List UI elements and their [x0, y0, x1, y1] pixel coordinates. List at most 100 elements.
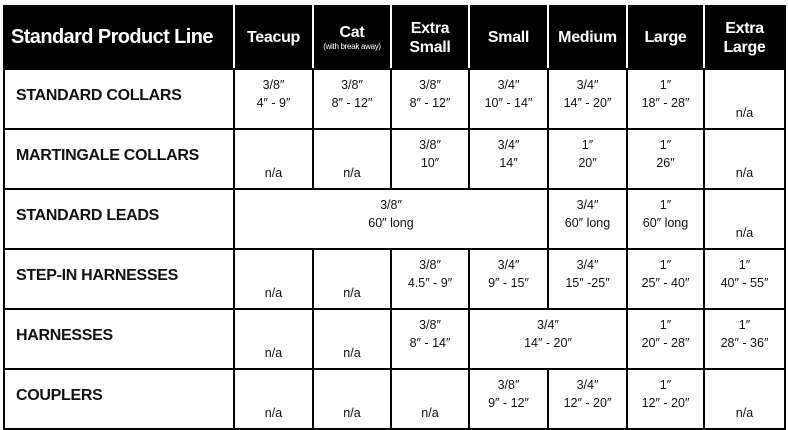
width-value: 3/4″	[537, 318, 559, 332]
width-value: 1″	[738, 258, 751, 272]
column-label: Small	[487, 29, 530, 46]
column-sublabel: (with break away)	[323, 42, 381, 51]
table-title: Standard Product Line	[3, 5, 235, 70]
na-cell: n/a	[312, 128, 392, 190]
na-cell: n/a	[312, 368, 392, 430]
column-label: Cat	[339, 24, 365, 41]
na-cell: n/a	[312, 308, 392, 370]
range-value: 26″	[656, 156, 675, 170]
range-value: 60″ long	[564, 216, 611, 230]
column-label: Teacup	[246, 29, 301, 46]
size-cell: 1″ 26″	[626, 128, 705, 190]
range-value: 8″ - 14″	[409, 336, 451, 350]
na-cell: n/a	[233, 128, 314, 190]
range-value: 28″ - 36″	[720, 336, 769, 350]
size-cell: 3/4″ 14″ - 20″	[468, 308, 628, 370]
range-value: 14″	[499, 156, 518, 170]
range-value: 14″ - 20″	[524, 336, 572, 350]
size-cell: 1″ 20″ - 28″	[626, 308, 705, 370]
width-value: 1″	[738, 318, 751, 332]
size-cell: 3/4″ 14″ - 20″	[547, 68, 628, 130]
width-value: 3/8″	[419, 318, 441, 332]
range-value: 20″	[578, 156, 597, 170]
na-cell: n/a	[312, 248, 392, 310]
width-value: 1″	[659, 198, 672, 212]
column-header: Small	[468, 5, 549, 70]
column-header: Cat (with break away)	[312, 5, 392, 70]
width-value: 1″	[659, 138, 672, 152]
size-cell: 3/4″ 9″ - 15″	[468, 248, 549, 310]
table-row: STANDARD LEADS 3/8″ 60″ long 3/4″ 60″ long 1″…	[3, 188, 786, 250]
range-value: 18″ - 28″	[641, 96, 690, 110]
range-value: 60″ long	[368, 216, 414, 230]
column-header: Extra Large	[703, 5, 786, 70]
size-cell: 1″ 28″ - 36″	[703, 308, 786, 370]
row-header: STEP-IN HARNESSES	[3, 248, 235, 310]
na-cell: n/a	[703, 68, 786, 130]
width-value: 3/4″	[576, 258, 599, 272]
size-cell: 3/8″ 8″ - 12″	[390, 68, 470, 130]
row-header: STANDARD LEADS	[3, 188, 235, 250]
size-cell: 3/8″ 9″ - 12″	[468, 368, 549, 430]
size-cell: 3/8″ 8″ - 12″	[312, 68, 392, 130]
na-cell: n/a	[233, 248, 314, 310]
size-cell: 1″ 25″ - 40″	[626, 248, 705, 310]
width-value: 1″	[581, 138, 594, 152]
width-value: 3/4″	[497, 258, 520, 272]
size-cell: 3/4″ 12″ - 20″	[547, 368, 628, 430]
header-row: Standard Product Line Teacup Cat (with bre…	[3, 5, 786, 70]
size-cell: 1″ 12″ - 20″	[626, 368, 705, 430]
width-value: 3/8″	[262, 78, 285, 92]
column-header: Large	[626, 5, 705, 70]
na-cell: n/a	[703, 188, 786, 250]
width-value: 1″	[659, 258, 672, 272]
column-label: Extra Large	[723, 19, 766, 56]
size-cell: 3/8″ 4″ - 9″	[233, 68, 314, 130]
range-value: 4.5″ - 9″	[407, 276, 453, 290]
width-value: 3/8″	[380, 198, 402, 212]
row-header: HARNESSES	[3, 308, 235, 370]
width-value: 1″	[659, 318, 672, 332]
table-row: STANDARD COLLARS 3/8″ 4″ - 9″ 3/8″ 8″ - 12″ 3…	[3, 68, 786, 130]
na-cell: n/a	[390, 368, 470, 430]
range-value: 8″ - 12″	[409, 96, 451, 110]
range-value: 12″ - 20″	[641, 396, 690, 410]
width-value: 1″	[659, 78, 672, 92]
row-header: COUPLERS	[3, 368, 235, 430]
range-value: 10″ - 14″	[484, 96, 533, 110]
range-value: 8″ - 12″	[331, 96, 373, 110]
range-value: 9″ - 12″	[488, 396, 529, 410]
width-value: 3/4″	[576, 378, 599, 392]
row-header: MARTINGALE COLLARS	[3, 128, 235, 190]
size-cell: 3/4″ 14″	[468, 128, 549, 190]
column-label: Medium	[558, 29, 617, 46]
column-header: Medium	[547, 5, 628, 70]
na-cell: n/a	[233, 368, 314, 430]
table-row: MARTINGALE COLLARS n/a n/a 3/8″ 10″ 3/4″ 14″ 1″…	[3, 128, 786, 190]
size-cell: 3/8″ 4.5″ - 9″	[390, 248, 470, 310]
width-value: 3/8″	[419, 258, 441, 272]
range-value: 10″	[420, 156, 440, 170]
width-value: 3/8″	[419, 78, 441, 92]
range-value: 9″ - 15″	[488, 276, 529, 290]
width-value: 3/8″	[419, 138, 441, 152]
na-cell: n/a	[703, 128, 786, 190]
table-row: COUPLERS n/a n/a n/a 3/8″ 9″ - 12″ 3/4″ 12″ - 2…	[3, 368, 786, 430]
width-value: 3/4″	[576, 78, 599, 92]
size-cell: 1″ 20″	[547, 128, 628, 190]
size-cell: 3/4″ 15″ -25″	[547, 248, 628, 310]
column-label: Large	[644, 29, 687, 46]
size-cell: 3/4″ 10″ - 14″	[468, 68, 549, 130]
range-value: 40″ - 55″	[720, 276, 769, 290]
range-value: 4″ - 9″	[256, 96, 291, 110]
size-cell: 3/8″ 60″ long	[233, 188, 549, 250]
na-cell: n/a	[703, 368, 786, 430]
table-row: HARNESSES n/a n/a 3/8″ 8″ - 14″ 3/4″ 14″ - 20″…	[3, 308, 786, 370]
column-header: Extra Small	[390, 5, 470, 70]
range-value: 15″ -25″	[565, 276, 610, 290]
product-size-table: Standard Product Line Teacup Cat (with bre…	[3, 5, 786, 430]
width-value: 3/8″	[341, 78, 363, 92]
size-cell: 1″ 60″ long	[626, 188, 705, 250]
column-header: Teacup	[233, 5, 314, 70]
size-cell: 3/8″ 8″ - 14″	[390, 308, 470, 370]
